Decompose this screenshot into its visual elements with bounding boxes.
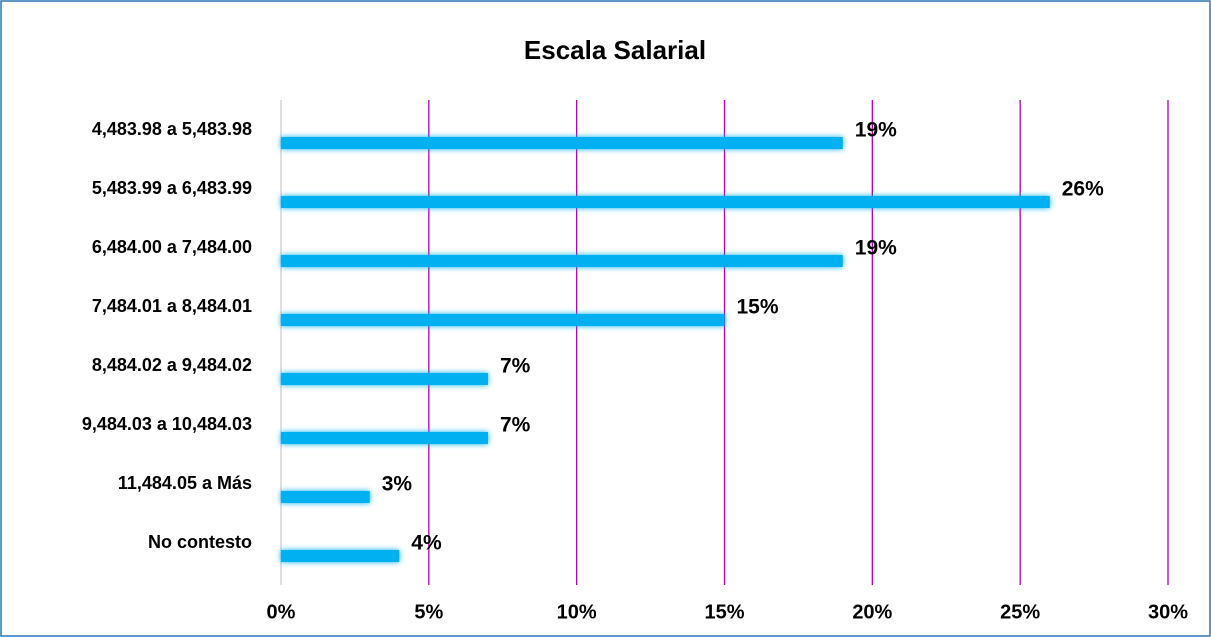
value-label: 7%	[500, 414, 531, 437]
value-label: 4%	[411, 532, 442, 555]
value-label: 26%	[1062, 178, 1104, 201]
x-tick-label: 15%	[704, 601, 744, 623]
x-tick-label: 30%	[1148, 601, 1188, 623]
bar	[281, 314, 725, 326]
y-tick-label: 7,484.01 a 8,484.01	[92, 296, 252, 316]
bar	[281, 491, 370, 503]
bar	[281, 255, 843, 267]
bar	[281, 196, 1050, 208]
y-tick-label: 5,483.99 a 6,483.99	[92, 178, 252, 198]
x-tick-label: 5%	[414, 601, 443, 623]
y-tick-label: No contesto	[148, 532, 252, 552]
y-tick-label: 11,484.05 a Más	[118, 473, 252, 493]
bar	[281, 550, 400, 562]
x-tick-label: 25%	[1000, 601, 1040, 623]
y-tick-label: 4,483.98 a 5,483.98	[92, 119, 252, 139]
value-label: 7%	[500, 355, 531, 378]
chart-title: Escala Salarial	[524, 35, 706, 65]
bar	[281, 373, 488, 385]
bar	[281, 137, 843, 149]
bar	[281, 432, 488, 444]
x-tick-label: 20%	[852, 601, 892, 623]
value-label: 19%	[855, 119, 897, 142]
value-label: 19%	[855, 237, 897, 260]
x-tick-label: 0%	[267, 601, 296, 623]
y-tick-label: 8,484.02 a 9,484.02	[92, 355, 252, 375]
x-tick-label: 10%	[557, 601, 597, 623]
y-tick-label: 9,484.03 a 10,484.03	[82, 414, 252, 434]
value-label: 3%	[382, 473, 413, 496]
y-tick-label: 6,484.00 a 7,484.00	[92, 237, 252, 257]
value-label: 15%	[737, 296, 779, 319]
